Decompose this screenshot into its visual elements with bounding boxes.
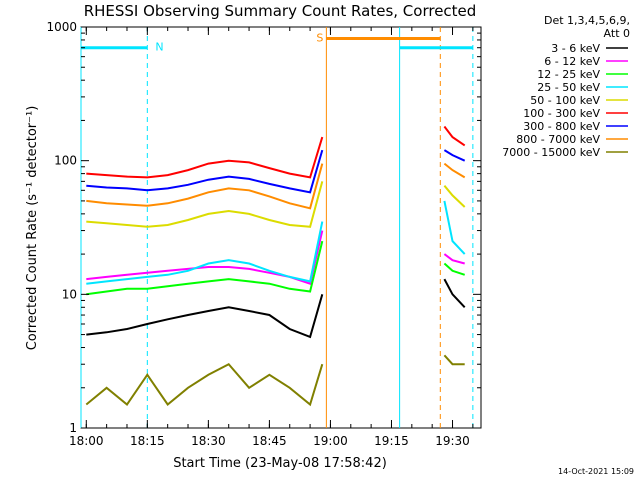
plot-area: NS 18:00 18:15 18:30 18:45 19:00 19:15 19:30 1… bbox=[46, 20, 482, 448]
legend-header-line1: Det 1,3,4,5,6,9, bbox=[544, 14, 630, 27]
legend-label-4: 50 - 100 keV bbox=[530, 94, 600, 107]
legend-label-2: 12 - 25 keV bbox=[537, 68, 600, 81]
legend-label-5: 100 - 300 keV bbox=[523, 107, 600, 120]
series-line-7-after-gap bbox=[443, 162, 466, 179]
legend-label-8: 7000 - 15000 keV bbox=[502, 146, 600, 159]
y-axis: 1 10 100 1000 bbox=[46, 20, 481, 435]
series-line-3 bbox=[86, 221, 324, 285]
series-line-7 bbox=[86, 163, 324, 210]
legend-header-line2: Att 0 bbox=[604, 27, 630, 40]
x-tick-label: 18:45 bbox=[252, 434, 287, 448]
x-tick-label: 19:30 bbox=[435, 434, 470, 448]
y-tick-label: 1000 bbox=[46, 20, 77, 34]
series-line-6-after-gap bbox=[443, 149, 466, 162]
y-axis-label: Corrected Count Rate (s⁻¹ detector⁻¹) bbox=[25, 106, 40, 351]
series-line-5-after-gap bbox=[443, 125, 466, 147]
timestamp: 14-Oct-2021 15:09 bbox=[558, 467, 634, 476]
series-line-4-after-gap bbox=[443, 185, 466, 208]
series-line-6 bbox=[86, 149, 324, 194]
y-tick-label: 10 bbox=[62, 287, 77, 301]
series-line-2-after-gap bbox=[443, 262, 466, 276]
legend-label-1: 6 - 12 keV bbox=[544, 55, 600, 68]
series-line-3-after-gap bbox=[443, 200, 466, 255]
y-tick-label: 100 bbox=[54, 154, 77, 168]
legend-label-7: 800 - 7000 keV bbox=[516, 133, 600, 146]
x-tick-label: 18:30 bbox=[191, 434, 226, 448]
chart-title: RHESSI Observing Summary Count Rates, Co… bbox=[84, 2, 477, 20]
x-tick-label: 18:00 bbox=[69, 434, 104, 448]
series-line-8 bbox=[85, 362, 324, 407]
x-tick-label: 18:15 bbox=[130, 434, 165, 448]
x-tick-label: 19:15 bbox=[374, 434, 409, 448]
x-tick-label: 19:00 bbox=[313, 434, 348, 448]
series-line-0 bbox=[86, 294, 324, 339]
series-line-2 bbox=[86, 240, 324, 296]
state-label-1: S bbox=[316, 32, 323, 45]
series-layer bbox=[85, 125, 466, 407]
legend-label-6: 300 - 800 keV bbox=[523, 120, 600, 133]
state-label-0: N bbox=[155, 41, 163, 54]
x-axis-label: Start Time (23-May-08 17:58:42) bbox=[173, 456, 387, 471]
legend-label-3: 25 - 50 keV bbox=[537, 81, 600, 94]
series-line-1-after-gap bbox=[443, 253, 465, 265]
y-tick-label: 1 bbox=[69, 421, 77, 435]
legend-label-0: 3 - 6 keV bbox=[551, 42, 600, 55]
annotation-layer: NS bbox=[81, 32, 473, 54]
vertical-markers bbox=[80, 27, 474, 428]
series-line-5 bbox=[86, 136, 324, 179]
series-line-8-after-gap bbox=[443, 354, 465, 366]
series-line-4 bbox=[86, 181, 324, 228]
series-line-0-after-gap bbox=[443, 278, 466, 308]
x-axis: 18:00 18:15 18:30 18:45 19:00 19:15 19:30 bbox=[69, 27, 474, 448]
